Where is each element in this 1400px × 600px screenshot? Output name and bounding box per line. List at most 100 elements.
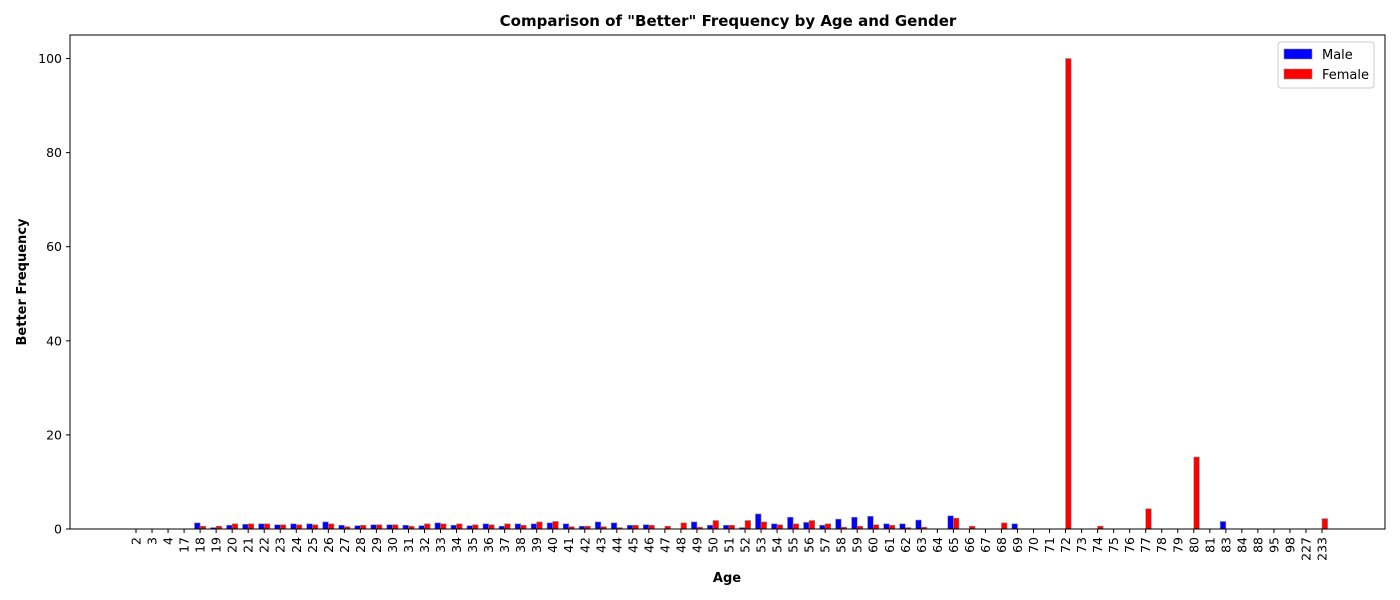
bar-male-26 xyxy=(322,521,329,530)
x-tick-label: 84 xyxy=(1234,537,1249,553)
x-tick-label: 227 xyxy=(1298,537,1313,561)
bar-female-48 xyxy=(680,522,687,530)
y-tick-label: 80 xyxy=(46,145,62,160)
x-tick-label: 23 xyxy=(273,537,288,553)
bar-male-60 xyxy=(867,515,874,530)
bar-male-33 xyxy=(434,522,441,530)
bar-female-77 xyxy=(1145,508,1152,530)
x-tick-label: 39 xyxy=(529,537,544,553)
x-tick-label: 58 xyxy=(834,537,849,553)
y-tick-label: 60 xyxy=(46,239,62,254)
x-tick-label: 38 xyxy=(513,537,528,553)
bar-female-40 xyxy=(552,521,559,530)
x-tick-label: 59 xyxy=(850,537,865,553)
bar-female-36 xyxy=(488,524,495,530)
bar-male-30 xyxy=(386,524,393,530)
x-tick-label: 41 xyxy=(561,537,576,553)
bar-female-60 xyxy=(872,524,880,530)
x-tick-label: 36 xyxy=(481,537,496,553)
bar-male-41 xyxy=(562,523,570,530)
bar-female-51 xyxy=(728,524,735,530)
bar-female-72 xyxy=(1065,58,1072,530)
x-tick-label: 60 xyxy=(866,537,881,553)
x-tick-label: 70 xyxy=(1026,537,1041,553)
x-tick-label: 35 xyxy=(465,537,480,553)
bar-male-44 xyxy=(610,522,618,530)
x-tick-label: 98 xyxy=(1282,537,1297,553)
bar-male-22 xyxy=(258,523,265,530)
x-tick-label: 76 xyxy=(1122,537,1137,553)
bar-male-61 xyxy=(883,523,890,530)
bar-female-57 xyxy=(824,523,832,530)
bar-male-57 xyxy=(819,524,826,530)
x-tick-label: 83 xyxy=(1218,537,1233,553)
x-axis-label: Age xyxy=(713,571,741,586)
x-tick-label: 77 xyxy=(1138,537,1153,553)
bar-male-39 xyxy=(530,523,537,530)
x-tick-label: 2 xyxy=(129,537,144,545)
x-tick-label: 51 xyxy=(722,537,737,553)
x-tick-label: 64 xyxy=(930,537,945,553)
x-tick-label: 72 xyxy=(1058,537,1073,553)
x-tick-label: 3 xyxy=(145,537,160,545)
x-tick-label: 81 xyxy=(1202,537,1217,553)
bar-female-29 xyxy=(376,524,383,530)
bar-female-56 xyxy=(808,520,816,530)
x-tick-label: 46 xyxy=(641,537,656,553)
bar-male-21 xyxy=(242,523,249,530)
bar-male-65 xyxy=(947,515,954,530)
bar-male-43 xyxy=(594,521,602,530)
x-tick-label: 34 xyxy=(449,537,464,553)
bar-male-18 xyxy=(194,522,201,530)
x-tick-label: 20 xyxy=(225,537,240,553)
x-tick-label: 67 xyxy=(978,537,993,553)
x-tick-label: 49 xyxy=(689,537,704,553)
bar-female-80 xyxy=(1193,456,1200,530)
bar-male-40 xyxy=(546,522,554,530)
bar-male-34 xyxy=(450,524,457,530)
bar-male-58 xyxy=(835,518,842,530)
chart-title: Comparison of "Better" Frequency by Age … xyxy=(500,12,957,30)
bar-female-23 xyxy=(279,524,287,530)
bar-male-24 xyxy=(290,523,297,530)
bar-female-21 xyxy=(247,523,255,530)
x-tick-label: 63 xyxy=(914,537,929,553)
bar-female-20 xyxy=(231,523,239,530)
bar-male-59 xyxy=(851,516,858,530)
bar-male-46 xyxy=(642,524,650,530)
x-tick-label: 233 xyxy=(1315,537,1330,561)
x-tick-label: 73 xyxy=(1074,537,1089,553)
y-axis-label: Better Frequency xyxy=(15,218,30,346)
bar-male-38 xyxy=(514,523,521,530)
x-tick-label: 45 xyxy=(625,537,640,553)
x-tick-label: 18 xyxy=(193,537,208,553)
bar-female-34 xyxy=(456,523,463,530)
bar-male-49 xyxy=(691,521,698,530)
x-tick-label: 80 xyxy=(1186,537,1201,553)
x-tick-label: 44 xyxy=(609,537,624,553)
bar-male-51 xyxy=(723,524,730,530)
legend-swatch-female xyxy=(1283,68,1313,80)
bar-female-26 xyxy=(328,523,335,530)
x-tick-label: 43 xyxy=(593,537,608,553)
x-tick-label: 29 xyxy=(369,537,384,553)
x-tick-label: 26 xyxy=(321,537,336,553)
bar-male-45 xyxy=(626,524,634,530)
bar-female-68 xyxy=(1001,522,1008,530)
x-tick-label: 19 xyxy=(209,537,224,553)
x-tick-label: 37 xyxy=(497,537,512,553)
x-tick-label: 50 xyxy=(705,537,720,553)
bar-male-27 xyxy=(338,524,345,530)
x-tick-label: 95 xyxy=(1266,537,1281,553)
bar-male-53 xyxy=(755,513,762,530)
y-tick-label: 20 xyxy=(46,427,62,442)
bar-female-22 xyxy=(263,523,271,530)
x-tick-label: 31 xyxy=(401,537,416,553)
x-tick-label: 22 xyxy=(257,537,272,553)
x-tick-label: 52 xyxy=(738,537,753,553)
x-tick-label: 47 xyxy=(657,537,672,553)
x-tick-label: 21 xyxy=(241,537,256,553)
bar-male-54 xyxy=(771,523,778,530)
x-tick-label: 24 xyxy=(289,537,304,553)
y-axis: 0 20 40 60 80 100 xyxy=(38,51,70,537)
